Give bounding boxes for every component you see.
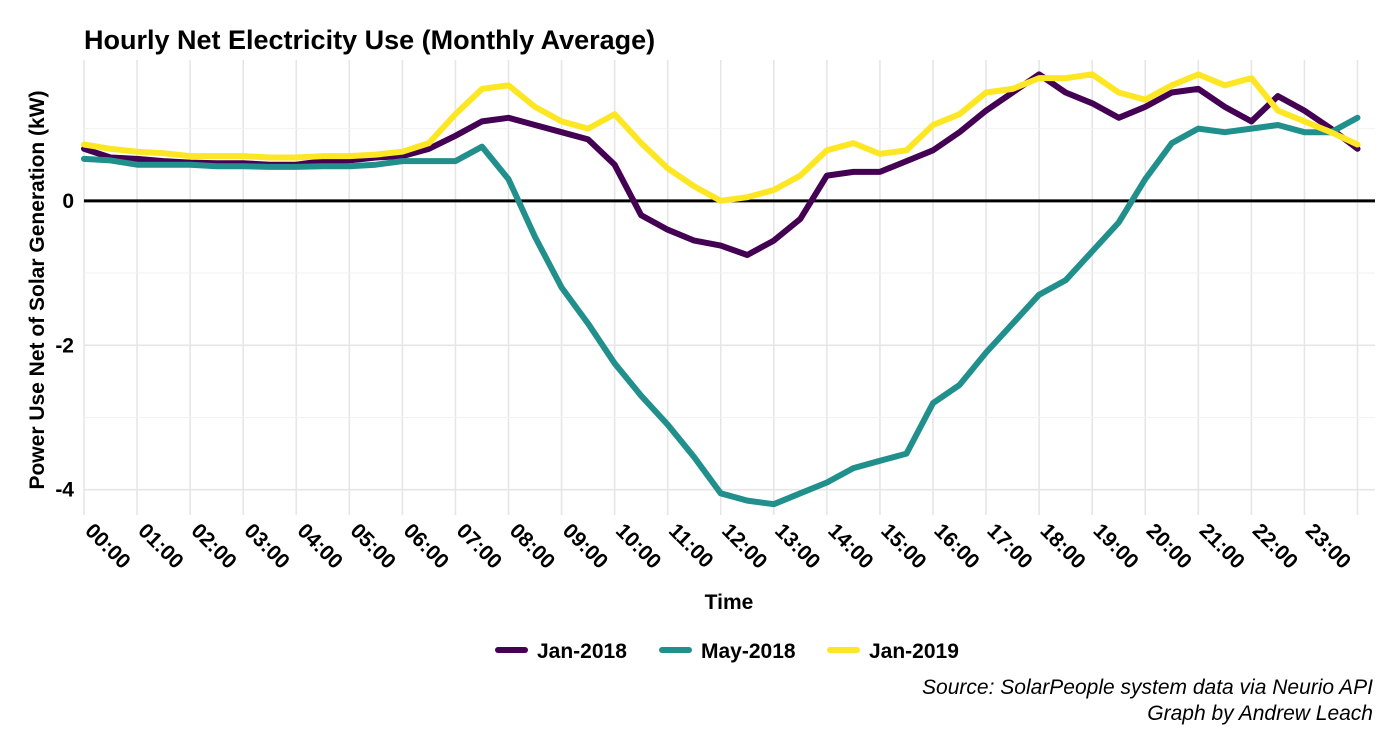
x-tick-label: 19:00 (1089, 519, 1143, 573)
y-axis-title: Power Use Net of Solar Generation (kW) (26, 90, 49, 489)
x-axis-ticks: 00:0001:0002:0003:0004:0005:0006:0007:00… (80, 519, 1355, 573)
x-tick-label: 02:00 (187, 519, 241, 573)
x-tick-label: 15:00 (876, 519, 930, 573)
x-tick-label: 22:00 (1248, 519, 1302, 573)
legend-label-may-2018: May-2018 (701, 640, 796, 663)
x-tick-label: 14:00 (823, 519, 877, 573)
y-tick-label: -4 (55, 479, 74, 502)
x-tick-label: 21:00 (1195, 519, 1249, 573)
series-line-may-2018 (81, 114, 1361, 508)
x-tick-label: 07:00 (452, 519, 506, 573)
x-tick-label: 12:00 (717, 519, 771, 573)
x-tick-label: 20:00 (1142, 519, 1196, 573)
legend-label-jan-2019: Jan-2019 (869, 640, 959, 663)
x-tick-label: 10:00 (611, 519, 665, 573)
x-tick-label: 23:00 (1301, 519, 1355, 573)
legend: Jan-2018 May-2018 Jan-2019 (495, 640, 959, 663)
x-tick-label: 13:00 (770, 519, 824, 573)
x-tick-label: 06:00 (399, 519, 453, 573)
x-tick-label: 01:00 (134, 519, 188, 573)
x-tick-label: 08:00 (505, 519, 559, 573)
x-tick-label: 05:00 (346, 519, 400, 573)
x-tick-label: 16:00 (929, 519, 983, 573)
x-tick-label: 03:00 (240, 519, 294, 573)
y-axis-ticks: 0 -2 -4 (55, 190, 74, 502)
caption-source: Source: SolarPeople system data via Neur… (922, 676, 1373, 699)
x-tick-label: 17:00 (983, 519, 1037, 573)
y-tick-label: 0 (62, 190, 74, 213)
x-tick-label: 09:00 (558, 519, 612, 573)
series-layer (81, 71, 1361, 508)
chart-title: Hourly Net Electricity Use (Monthly Aver… (84, 25, 655, 55)
gridlines (83, 60, 1375, 515)
caption-author: Graph by Andrew Leach (1147, 702, 1373, 725)
x-tick-label: 18:00 (1036, 519, 1090, 573)
series-line-jan-2019 (81, 71, 1361, 204)
y-tick-label: -2 (55, 334, 74, 357)
x-tick-label: 00:00 (80, 519, 134, 573)
x-tick-label: 04:00 (293, 519, 347, 573)
x-axis-title: Time (705, 591, 754, 614)
x-tick-label: 11:00 (664, 519, 717, 572)
legend-label-jan-2018: Jan-2018 (537, 640, 627, 663)
